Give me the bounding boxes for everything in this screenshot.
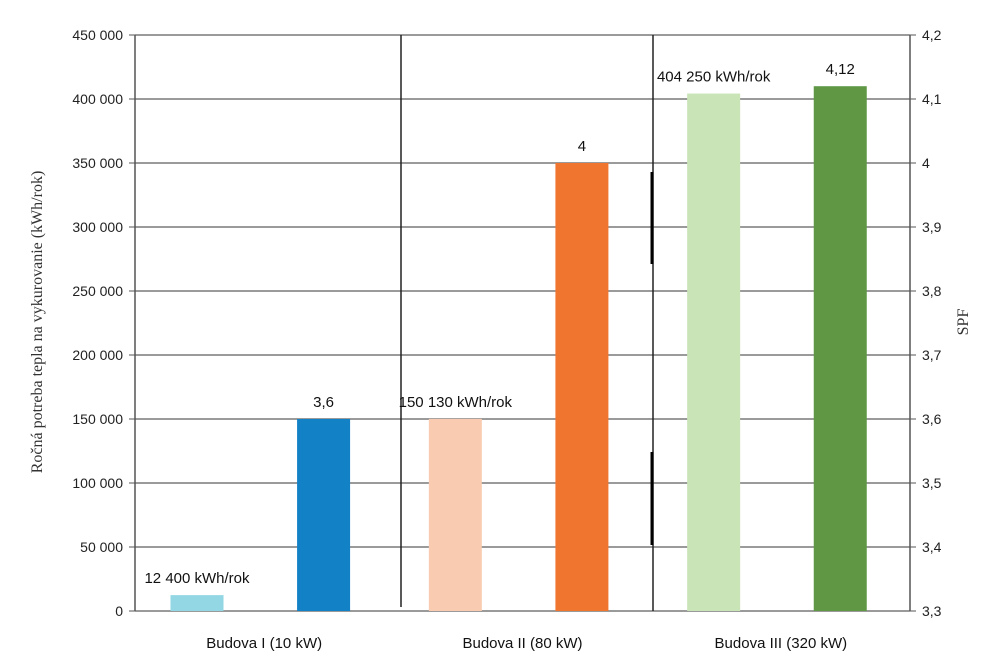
category-label: Budova II (80 kW)	[462, 635, 582, 652]
y2-tick-label: 3,7	[922, 347, 942, 363]
data-label: 150 130 kWh/rok	[399, 394, 513, 411]
y-tick-label: 150 000	[72, 411, 123, 427]
y2-tick-label: 4,1	[922, 91, 942, 107]
y-tick-label: 400 000	[72, 91, 123, 107]
data-label: 12 400 kWh/rok	[144, 570, 250, 587]
category-label: Budova I (10 kW)	[206, 635, 322, 652]
y-axis-title: Ročná potreba tepla na vykurovanie (kWh/…	[29, 171, 46, 474]
category-label: Budova III (320 kW)	[715, 635, 848, 652]
data-label: 4,12	[826, 61, 855, 78]
y2-tick-label: 3,3	[922, 603, 942, 619]
y2-tick-label: 3,5	[922, 475, 942, 491]
bars	[170, 86, 867, 611]
bar	[297, 419, 351, 611]
bar	[428, 418, 482, 611]
y-tick-label: 200 000	[72, 347, 123, 363]
y-tick-label: 250 000	[72, 283, 123, 299]
data-label: 404 250 kWh/rok	[657, 69, 771, 86]
y2-tick-label: 3,8	[922, 283, 942, 299]
bar	[170, 595, 224, 611]
y2-axis-title: SPF	[955, 309, 972, 336]
data-label: 4	[578, 138, 586, 155]
y2-tick-label: 3,6	[922, 411, 942, 427]
bar	[555, 163, 609, 611]
y-tick-label: 350 000	[72, 155, 123, 171]
data-label: 3,6	[313, 394, 334, 411]
gridlines	[135, 34, 910, 612]
group-separators	[400, 35, 654, 611]
tick-labels: 0 50 000 100 000 150 000 200 000 250 000 300 0…	[72, 27, 941, 652]
y2-tick-label: 3,4	[922, 539, 942, 555]
y-tick-label: 50 000	[80, 539, 123, 555]
y-tick-label: 450 000	[72, 27, 123, 43]
axes	[129, 34, 916, 612]
y2-tick-label: 3,9	[922, 219, 942, 235]
y2-tick-label: 4	[922, 155, 930, 171]
y-tick-label: 0	[115, 603, 123, 619]
bar	[687, 93, 741, 611]
bar	[813, 86, 867, 611]
y-tick-label: 300 000	[72, 219, 123, 235]
data-labels: 12 400 kWh/rok 3,6 150 130 kWh/rok 4 404 250…	[144, 61, 854, 587]
y2-tick-label: 4,2	[922, 27, 942, 43]
y-tick-label: 100 000	[72, 475, 123, 491]
